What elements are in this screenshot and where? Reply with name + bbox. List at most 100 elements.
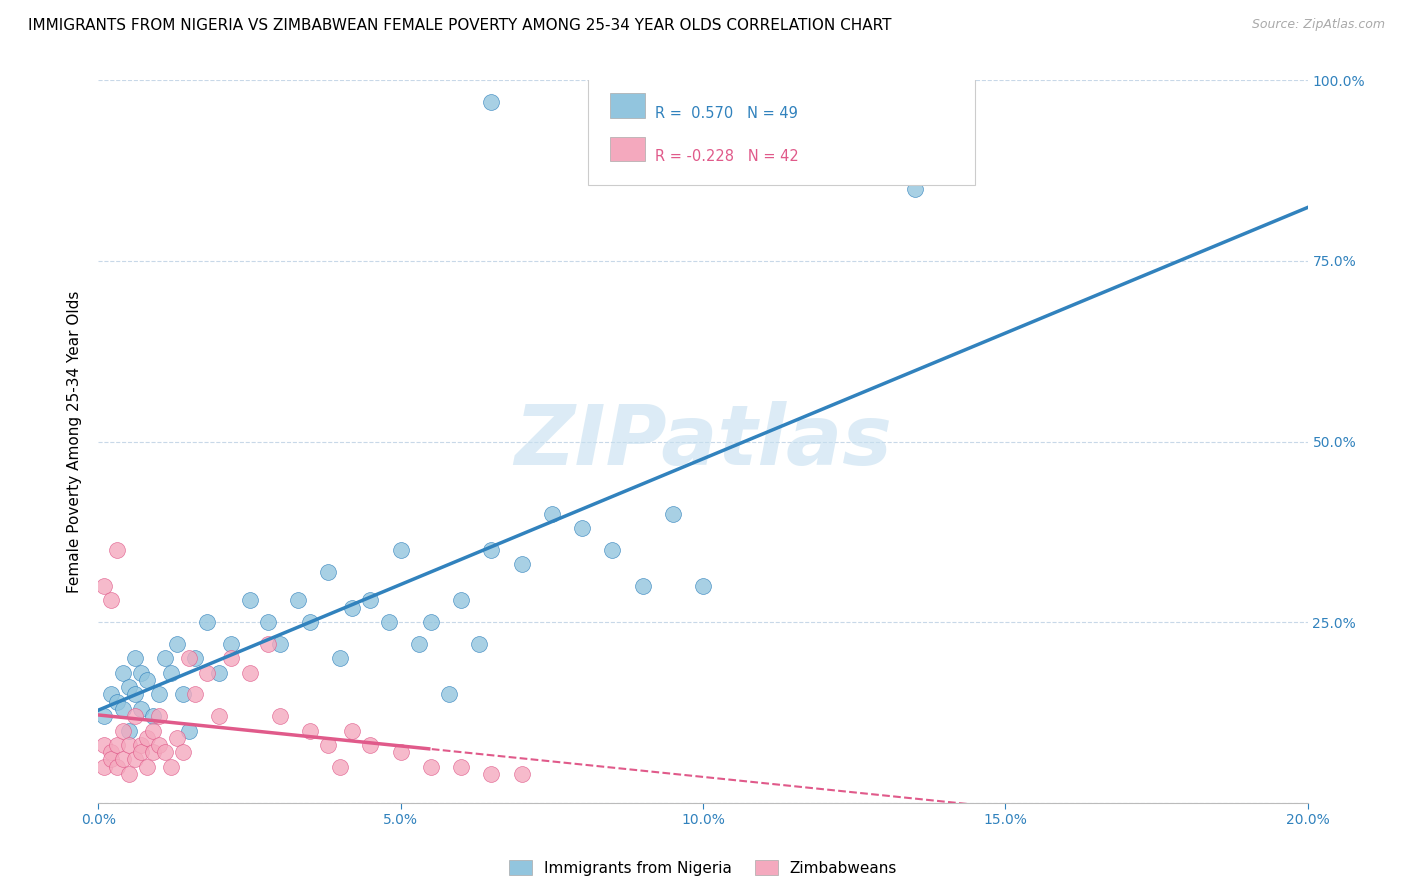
Point: [389, 745, 412, 759]
Point: [142, 745, 165, 759]
Y-axis label: Female Poverty Among 25-34 Year Olds: Female Poverty Among 25-34 Year Olds: [67, 291, 83, 592]
Point: [256, 637, 278, 651]
Point: [118, 738, 141, 752]
Point: [142, 709, 165, 723]
Point: [256, 615, 278, 630]
Point: [100, 687, 122, 701]
Point: [179, 651, 201, 665]
Point: [602, 542, 624, 557]
Point: [342, 600, 364, 615]
Point: [135, 673, 157, 687]
Point: [166, 731, 188, 745]
Point: [420, 760, 443, 774]
Point: [100, 745, 122, 759]
Point: [135, 760, 157, 774]
Point: [118, 723, 141, 738]
Point: [360, 738, 382, 752]
Point: [124, 752, 146, 766]
Point: [481, 95, 503, 109]
Text: Source: ZipAtlas.com: Source: ZipAtlas.com: [1251, 18, 1385, 31]
Point: [105, 695, 128, 709]
Point: [100, 752, 122, 766]
Point: [160, 665, 183, 680]
Point: [450, 760, 472, 774]
Point: [342, 723, 364, 738]
Text: R = -0.228   N = 42: R = -0.228 N = 42: [655, 149, 799, 164]
Point: [100, 593, 122, 607]
Point: [360, 593, 382, 607]
Point: [153, 651, 176, 665]
Legend: Immigrants from Nigeria, Zimbabweans: Immigrants from Nigeria, Zimbabweans: [503, 854, 903, 882]
Point: [389, 542, 412, 557]
Point: [129, 665, 152, 680]
Point: [208, 665, 231, 680]
Point: [111, 702, 134, 716]
Point: [316, 565, 339, 579]
Point: [287, 593, 309, 607]
Point: [153, 745, 176, 759]
Point: [437, 687, 460, 701]
Point: [450, 593, 472, 607]
Point: [195, 615, 218, 630]
Point: [129, 702, 152, 716]
Point: [221, 637, 243, 651]
Point: [105, 760, 128, 774]
Point: [148, 709, 170, 723]
Point: [111, 665, 134, 680]
Text: R =  0.570   N = 49: R = 0.570 N = 49: [655, 105, 797, 120]
Point: [105, 542, 128, 557]
Text: ZIPatlas: ZIPatlas: [515, 401, 891, 482]
Point: [111, 723, 134, 738]
Point: [299, 723, 322, 738]
Point: [184, 651, 207, 665]
Point: [329, 760, 352, 774]
Point: [661, 507, 683, 521]
Point: [481, 767, 503, 781]
FancyBboxPatch shape: [588, 77, 976, 185]
Point: [142, 723, 165, 738]
Point: [129, 738, 152, 752]
Point: [93, 579, 115, 593]
FancyBboxPatch shape: [610, 136, 645, 161]
Point: [124, 651, 146, 665]
Point: [571, 521, 593, 535]
Point: [631, 579, 654, 593]
Point: [172, 687, 194, 701]
Point: [208, 709, 231, 723]
Point: [420, 615, 443, 630]
Point: [93, 709, 115, 723]
Point: [540, 507, 562, 521]
Point: [239, 593, 262, 607]
Point: [118, 767, 141, 781]
Point: [692, 579, 714, 593]
Point: [160, 760, 183, 774]
Point: [239, 665, 262, 680]
Point: [184, 687, 207, 701]
Point: [93, 738, 115, 752]
Text: IMMIGRANTS FROM NIGERIA VS ZIMBABWEAN FEMALE POVERTY AMONG 25-34 YEAR OLDS CORRE: IMMIGRANTS FROM NIGERIA VS ZIMBABWEAN FE…: [28, 18, 891, 33]
FancyBboxPatch shape: [610, 94, 645, 118]
Point: [93, 760, 115, 774]
Point: [510, 558, 533, 572]
Point: [118, 680, 141, 694]
Point: [129, 745, 152, 759]
Point: [377, 615, 399, 630]
Point: [111, 752, 134, 766]
Point: [166, 637, 188, 651]
Point: [468, 637, 491, 651]
Point: [179, 723, 201, 738]
Point: [316, 738, 339, 752]
Point: [481, 542, 503, 557]
Point: [135, 731, 157, 745]
Point: [408, 637, 430, 651]
Point: [269, 709, 291, 723]
Point: [172, 745, 194, 759]
Point: [269, 637, 291, 651]
Point: [299, 615, 322, 630]
Point: [124, 687, 146, 701]
Point: [510, 767, 533, 781]
Point: [124, 709, 146, 723]
Point: [148, 738, 170, 752]
Point: [148, 687, 170, 701]
Point: [105, 738, 128, 752]
